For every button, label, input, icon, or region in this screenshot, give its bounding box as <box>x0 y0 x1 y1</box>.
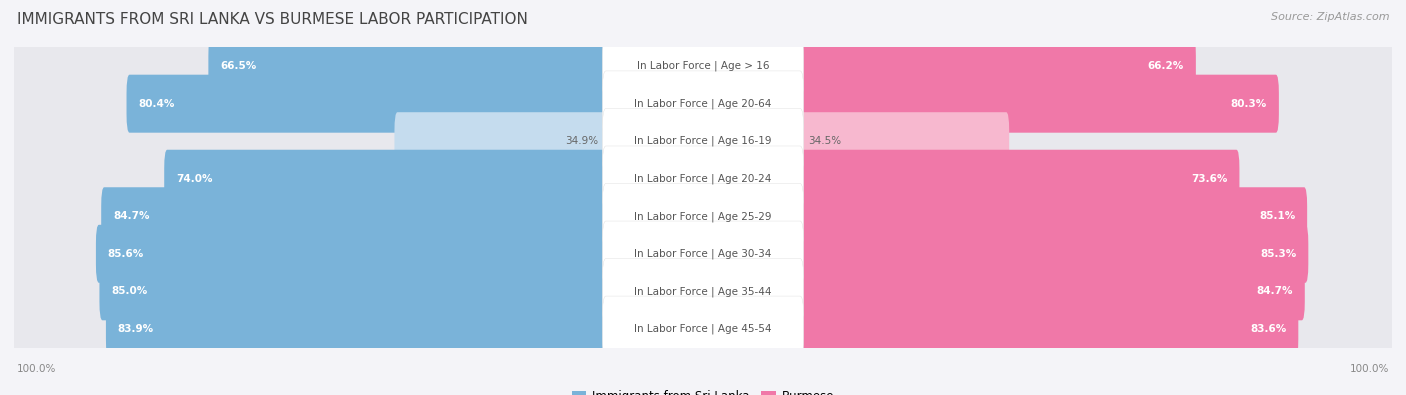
FancyBboxPatch shape <box>395 112 606 170</box>
FancyBboxPatch shape <box>13 245 1393 338</box>
FancyBboxPatch shape <box>800 37 1197 95</box>
FancyBboxPatch shape <box>800 112 1010 170</box>
Text: 85.1%: 85.1% <box>1260 211 1295 221</box>
Text: 80.3%: 80.3% <box>1230 99 1267 109</box>
Text: 66.2%: 66.2% <box>1147 61 1184 71</box>
Text: In Labor Force | Age 30-34: In Labor Force | Age 30-34 <box>634 248 772 259</box>
Text: 85.6%: 85.6% <box>108 249 143 259</box>
Text: 85.3%: 85.3% <box>1260 249 1296 259</box>
FancyBboxPatch shape <box>13 57 1393 150</box>
FancyBboxPatch shape <box>13 20 1393 113</box>
Text: 83.9%: 83.9% <box>118 324 153 334</box>
FancyBboxPatch shape <box>602 71 804 136</box>
Text: 34.5%: 34.5% <box>808 136 841 146</box>
Text: Source: ZipAtlas.com: Source: ZipAtlas.com <box>1271 12 1389 22</box>
FancyBboxPatch shape <box>100 262 606 320</box>
FancyBboxPatch shape <box>800 262 1305 320</box>
FancyBboxPatch shape <box>602 296 804 361</box>
Text: In Labor Force | Age 35-44: In Labor Force | Age 35-44 <box>634 286 772 297</box>
FancyBboxPatch shape <box>602 259 804 324</box>
Text: 66.5%: 66.5% <box>221 61 256 71</box>
Text: 74.0%: 74.0% <box>176 174 212 184</box>
Text: 83.6%: 83.6% <box>1250 324 1286 334</box>
FancyBboxPatch shape <box>165 150 606 208</box>
FancyBboxPatch shape <box>96 225 606 283</box>
Text: In Labor Force | Age 25-29: In Labor Force | Age 25-29 <box>634 211 772 222</box>
FancyBboxPatch shape <box>208 37 606 95</box>
FancyBboxPatch shape <box>602 221 804 286</box>
Legend: Immigrants from Sri Lanka, Burmese: Immigrants from Sri Lanka, Burmese <box>567 385 839 395</box>
FancyBboxPatch shape <box>127 75 606 133</box>
FancyBboxPatch shape <box>13 207 1393 300</box>
Text: 84.7%: 84.7% <box>112 211 149 221</box>
FancyBboxPatch shape <box>800 225 1309 283</box>
Text: In Labor Force | Age 16-19: In Labor Force | Age 16-19 <box>634 136 772 147</box>
FancyBboxPatch shape <box>800 150 1240 208</box>
Text: 100.0%: 100.0% <box>17 365 56 374</box>
Text: In Labor Force | Age 45-54: In Labor Force | Age 45-54 <box>634 324 772 334</box>
Text: In Labor Force | Age > 16: In Labor Force | Age > 16 <box>637 61 769 71</box>
FancyBboxPatch shape <box>800 300 1298 358</box>
Text: In Labor Force | Age 20-64: In Labor Force | Age 20-64 <box>634 98 772 109</box>
FancyBboxPatch shape <box>602 146 804 211</box>
FancyBboxPatch shape <box>13 132 1393 225</box>
Text: 85.0%: 85.0% <box>111 286 148 296</box>
FancyBboxPatch shape <box>13 282 1393 375</box>
FancyBboxPatch shape <box>800 187 1308 245</box>
FancyBboxPatch shape <box>13 95 1393 188</box>
FancyBboxPatch shape <box>602 109 804 174</box>
Text: 73.6%: 73.6% <box>1191 174 1227 184</box>
FancyBboxPatch shape <box>800 75 1279 133</box>
FancyBboxPatch shape <box>602 184 804 249</box>
Text: IMMIGRANTS FROM SRI LANKA VS BURMESE LABOR PARTICIPATION: IMMIGRANTS FROM SRI LANKA VS BURMESE LAB… <box>17 12 527 27</box>
Text: 100.0%: 100.0% <box>1350 365 1389 374</box>
FancyBboxPatch shape <box>105 300 606 358</box>
Text: 80.4%: 80.4% <box>138 99 174 109</box>
Text: 34.9%: 34.9% <box>565 136 598 146</box>
Text: In Labor Force | Age 20-24: In Labor Force | Age 20-24 <box>634 173 772 184</box>
Text: 84.7%: 84.7% <box>1257 286 1294 296</box>
FancyBboxPatch shape <box>602 34 804 99</box>
FancyBboxPatch shape <box>13 170 1393 263</box>
FancyBboxPatch shape <box>101 187 606 245</box>
